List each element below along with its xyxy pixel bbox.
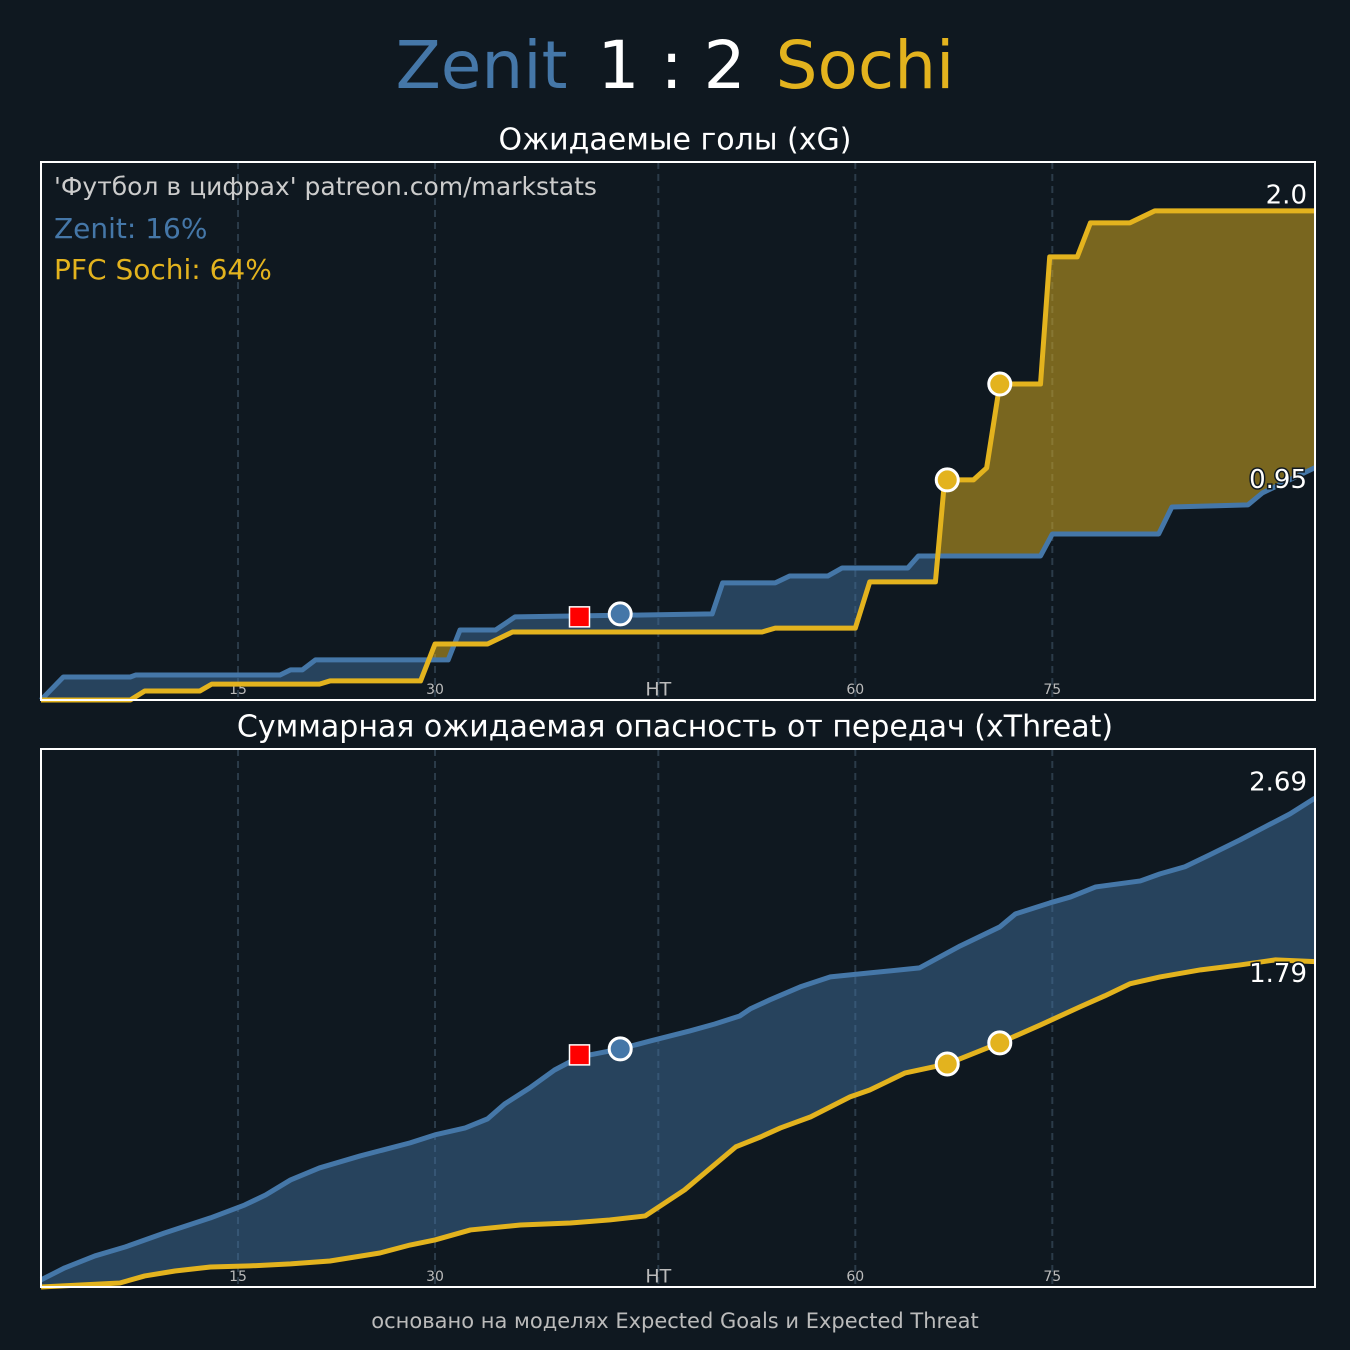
x-tick-label: 60 xyxy=(846,1269,864,1285)
x-tick-label: 75 xyxy=(1043,682,1061,698)
red-card-marker xyxy=(568,1044,591,1066)
red-card-marker xyxy=(568,606,591,628)
away-team: Sochi xyxy=(776,27,955,104)
chart-title: Ожидаемые голы (xG) xyxy=(499,123,852,158)
goal-marker xyxy=(934,1051,960,1077)
end-label: 1.79 xyxy=(1249,959,1307,989)
goal-marker xyxy=(987,371,1013,397)
chart-title: Суммарная ожидаемая опасность от передач… xyxy=(237,710,1113,745)
footer: основано на моделях Expected Goals и Exp… xyxy=(371,1309,978,1333)
x-tick-label: HT xyxy=(645,1266,671,1288)
score: 1 : 2 xyxy=(597,27,745,104)
end-label: 2.0 xyxy=(1266,180,1307,210)
series-line xyxy=(39,465,1317,702)
goal-marker xyxy=(607,601,633,627)
x-tick-label: 30 xyxy=(426,1269,444,1285)
goal-marker xyxy=(607,1036,633,1062)
end-label: 2.69 xyxy=(1249,768,1307,798)
x-tick-label: HT xyxy=(645,679,671,701)
watermark: 'Футбол в цифрах' patreon.com/markstats xyxy=(54,172,597,201)
legend-entry: Zenit: 16% xyxy=(54,212,207,245)
home-team: Zenit xyxy=(396,27,568,104)
series-line xyxy=(41,208,1315,703)
series-line xyxy=(40,957,1316,1290)
x-tick-label: 60 xyxy=(846,682,864,698)
end-label: 0.95 xyxy=(1249,465,1307,495)
legend-entry: PFC Sochi: 64% xyxy=(54,253,272,286)
match-title: Zenit 1 : 2 Sochi xyxy=(396,27,955,104)
x-tick-label: 30 xyxy=(426,682,444,698)
plot-frame xyxy=(40,161,1316,701)
x-tick-label: 75 xyxy=(1043,1269,1061,1285)
plot-frame xyxy=(40,748,1316,1288)
x-tick-label: 15 xyxy=(229,1269,247,1285)
series-line xyxy=(39,795,1317,1283)
goal-marker xyxy=(934,467,960,493)
goal-marker xyxy=(987,1030,1013,1056)
